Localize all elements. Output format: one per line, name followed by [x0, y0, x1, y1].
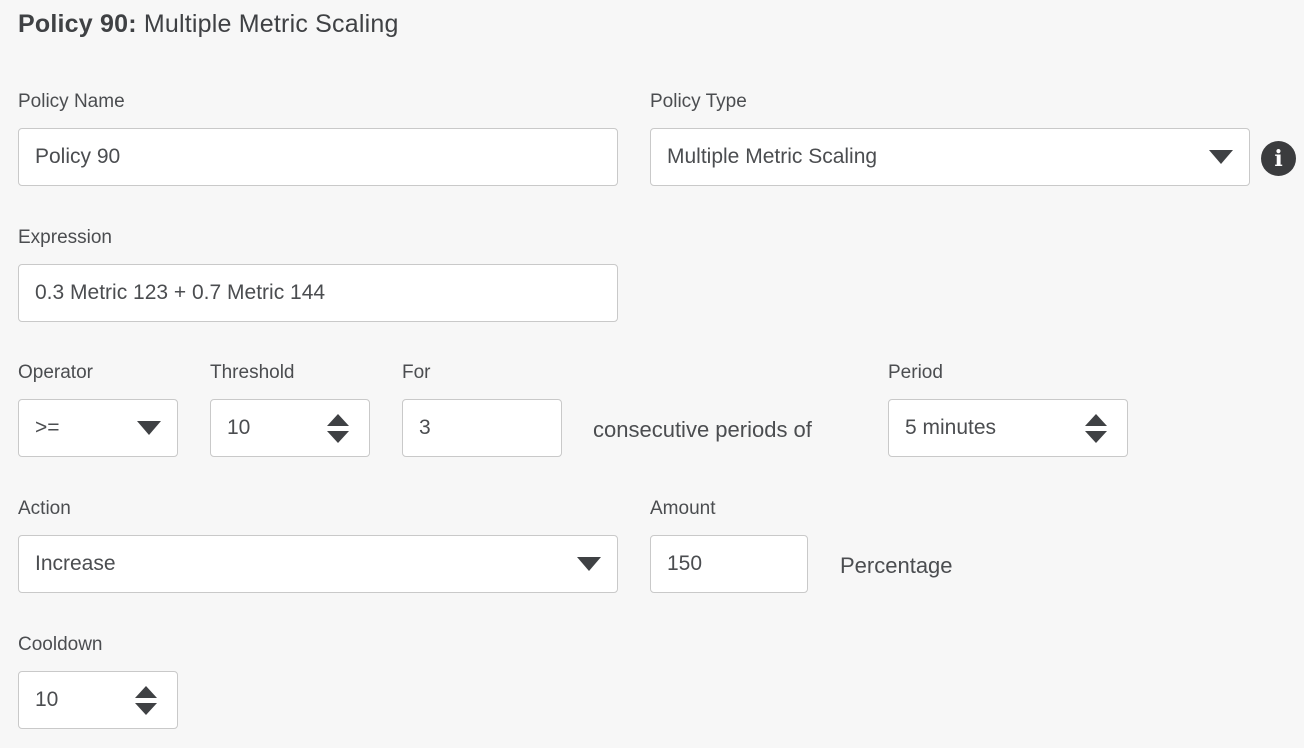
action-selected-value: Increase [35, 552, 116, 575]
amount-input[interactable] [650, 535, 808, 593]
amount-unit-text: Percentage [840, 553, 953, 578]
chevron-down-icon [137, 421, 161, 435]
cooldown-stepper-arrows [135, 685, 157, 715]
amount-label: Amount [650, 498, 716, 519]
chevron-down-icon [577, 557, 601, 571]
stepper-down-icon[interactable] [327, 430, 349, 443]
page-title-policy-id: Policy 90: [18, 10, 137, 38]
page-title: Policy 90: Multiple Metric Scaling [18, 10, 399, 39]
chevron-down-icon [1209, 150, 1233, 164]
expression-label: Expression [18, 227, 112, 248]
page-title-policy-type: Multiple Metric Scaling [136, 10, 399, 38]
threshold-label: Threshold [210, 362, 295, 383]
stepper-up-icon[interactable] [135, 685, 157, 698]
info-icon-glyph: i [1274, 145, 1283, 172]
stepper-down-icon[interactable] [135, 702, 157, 715]
threshold-value: 10 [227, 416, 251, 439]
period-label: Period [888, 362, 943, 383]
period-stepper-arrows [1085, 413, 1107, 443]
cooldown-label: Cooldown [18, 634, 103, 655]
action-label: Action [18, 498, 71, 519]
threshold-stepper[interactable]: 10 [210, 399, 370, 457]
operator-selected-value: >= [35, 416, 60, 439]
consecutive-periods-text: consecutive periods of [593, 417, 812, 442]
threshold-stepper-arrows [327, 413, 349, 443]
stepper-up-icon[interactable] [327, 413, 349, 426]
policy-type-select[interactable]: Multiple Metric Scaling [650, 128, 1250, 186]
cooldown-value: 10 [35, 688, 59, 711]
info-icon[interactable]: i [1261, 141, 1296, 176]
policy-type-label: Policy Type [650, 91, 747, 112]
action-select[interactable]: Increase [18, 535, 618, 593]
operator-label: Operator [18, 362, 93, 383]
policy-name-label: Policy Name [18, 91, 125, 112]
for-label: For [402, 362, 431, 383]
period-stepper[interactable]: 5 minutes [888, 399, 1128, 457]
policy-type-selected-value: Multiple Metric Scaling [667, 145, 878, 168]
operator-select[interactable]: >= [18, 399, 178, 457]
stepper-down-icon[interactable] [1085, 430, 1107, 443]
stepper-up-icon[interactable] [1085, 413, 1107, 426]
expression-input[interactable] [18, 264, 618, 322]
for-input[interactable] [402, 399, 562, 457]
period-value: 5 minutes [905, 416, 997, 439]
policy-name-input[interactable] [18, 128, 618, 186]
cooldown-stepper[interactable]: 10 [18, 671, 178, 729]
